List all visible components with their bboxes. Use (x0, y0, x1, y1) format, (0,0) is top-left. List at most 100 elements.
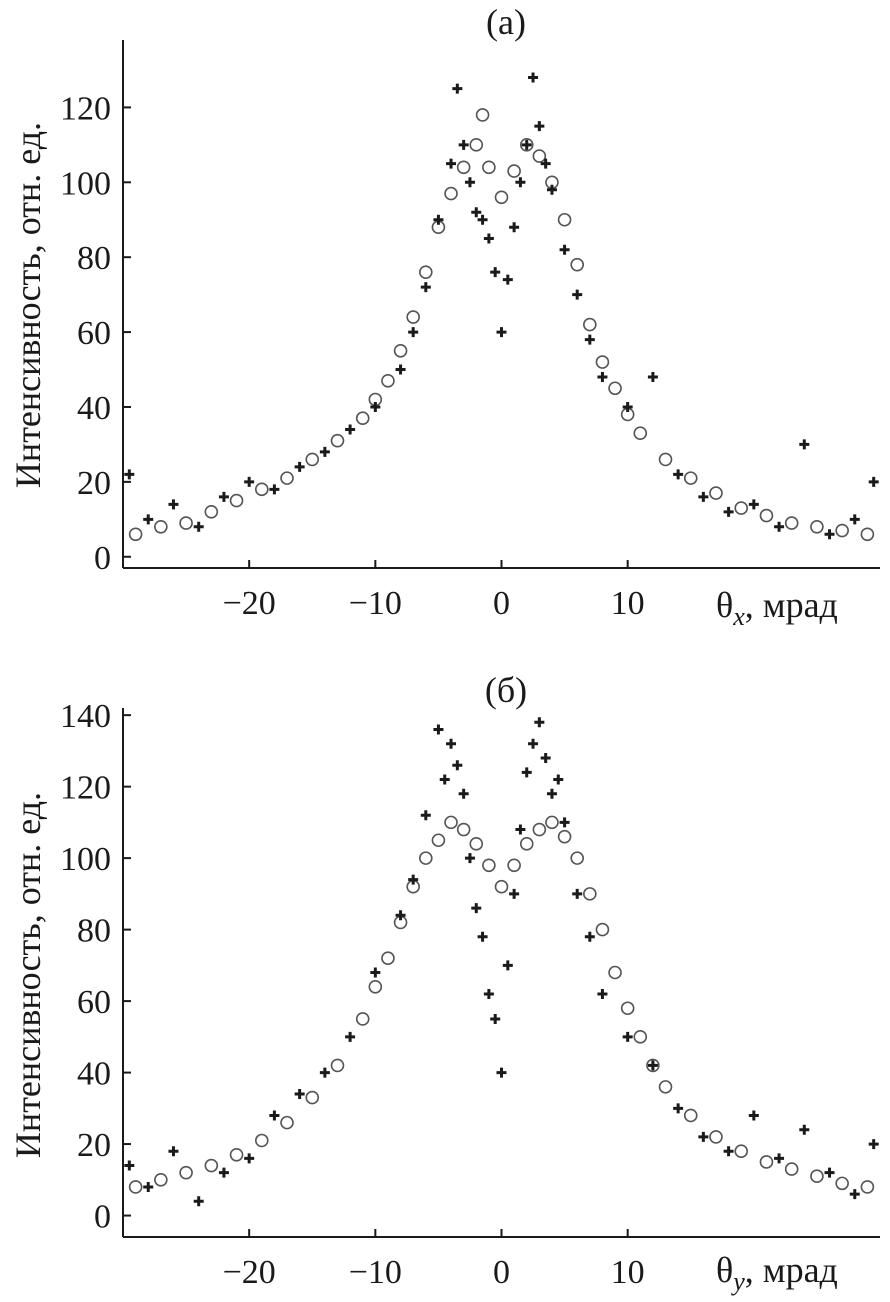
panel-b-circle-point (204, 1158, 219, 1173)
panel-a-circle-point (683, 471, 698, 485)
panel-b-y-tick-label: 60 (77, 984, 111, 1021)
panel-b-plus-point (540, 753, 551, 764)
panel-a-y-tick-label: 40 (77, 390, 111, 427)
panel-b-plus-point (477, 931, 488, 942)
panel-a-plus-point (477, 214, 488, 225)
panel-b-plus-point (319, 1067, 330, 1078)
panel-a-circle-point (608, 381, 622, 396)
panel-b-circle-point (709, 1130, 723, 1144)
panel-a-circle-point (860, 527, 875, 542)
panel-b-plus-point (849, 1189, 860, 1200)
panel-a-circle-point (406, 310, 420, 324)
panel-a-plus-point (521, 139, 532, 150)
panel-a-plus-point (824, 529, 835, 540)
panel-a-x-axis-label: θx, мрад (716, 585, 838, 631)
panel-b-circle-point (368, 979, 383, 994)
panel-b-x-tick-label: −20 (223, 1254, 276, 1291)
panel-a-data-points (124, 72, 879, 542)
panel-b-circle-point (835, 1176, 849, 1191)
panel-b-plus-point (597, 988, 608, 999)
panel-b-plus-point (244, 1153, 255, 1164)
panel-b-plus-point (824, 1167, 835, 1178)
panel-a-circle-point (154, 520, 168, 534)
panel-b-circle-point (583, 887, 597, 901)
panel-b-circle-point (507, 858, 521, 873)
panel-a-plus-point (458, 139, 469, 150)
panel-b-plus-point (433, 724, 444, 735)
panel-b-plus-point (483, 988, 494, 999)
panel-a-x-axis-subscript: x (732, 602, 745, 631)
panel-a-plus-point (584, 334, 595, 345)
panel-b-circle-point (608, 965, 622, 980)
panel-b-plus-point (868, 1139, 879, 1150)
panel-a-y-ticks: 0 20 40 60 80 100 120 (60, 90, 131, 577)
panel-a-circle-point (633, 426, 648, 440)
panel-b-circle-point (418, 851, 433, 865)
panel-a-plus-point (143, 514, 154, 525)
panel-b-circle-point (595, 922, 610, 937)
panel-a-plus-point (496, 327, 507, 338)
panel-a-plus-point (483, 233, 494, 244)
panel-a-x-axis-symbol: θ (716, 585, 733, 625)
panel-a-y-axis-label: Интенсивность, отн. ед. (8, 122, 48, 488)
panel-a-plus-point (509, 222, 520, 233)
panel-b-plus-point (452, 760, 463, 771)
panel-b-circle-point (633, 1030, 648, 1044)
panel-b-plus-point (515, 824, 526, 835)
panel-b-plus-point (193, 1196, 204, 1207)
panel-a-plus-point (534, 121, 545, 132)
panel-a-circle-point (658, 452, 673, 467)
panel-a-circle-point (709, 486, 723, 500)
panel-b-x-tick-label: −10 (349, 1254, 402, 1291)
panel-b-circle-point (179, 1165, 193, 1180)
panel-a-x-tick-label: −10 (349, 585, 402, 622)
panel-b-plus-point (294, 1089, 305, 1100)
panel-a-circle-point (204, 505, 219, 519)
panel-b-plus-point (395, 910, 406, 921)
panel-b-plus-point (124, 1160, 135, 1171)
panel-b-y-tick-label: 0 (94, 1199, 111, 1236)
panel-a-plus-point (622, 401, 633, 412)
panel-b-circle-point (532, 822, 547, 837)
panel-a-plus-point (244, 476, 255, 487)
panel-a-circle-point (355, 411, 370, 426)
panel-a-x-axis-unit: , мрад (745, 585, 838, 625)
panel-b-circle-point (431, 833, 446, 848)
panel-b-plus-point (345, 1031, 356, 1042)
panel-a-plus-point (218, 491, 229, 502)
panel-a-plus-point (774, 521, 785, 532)
panel-b-plus-point (647, 1060, 658, 1071)
panel-b-circle-point (229, 1147, 244, 1162)
panel-a-plus-point (433, 214, 444, 225)
panel-b: (б) Интенсивность, отн. ед. θy, мрад 0 20… (8, 670, 880, 1296)
panel-a-plus-point (408, 327, 419, 338)
panel-b-plus-point (370, 967, 381, 978)
panel-a-circle-point (444, 186, 458, 201)
panel-a-plus-point (515, 177, 526, 188)
panel-a-plus-point (471, 207, 482, 218)
panel-a-plus-point (748, 499, 759, 510)
panel-a-plus-point (723, 506, 734, 517)
panel-a-x-tick-label: 0 (493, 585, 510, 622)
panel-a-circle-point (734, 501, 749, 515)
panel-b-circle-point (784, 1162, 799, 1176)
panel-a-y-tick-label: 20 (77, 465, 111, 502)
panel-b-circle-point (128, 1180, 143, 1194)
panel-a: (a) Интенсивность, отн. ед. θx, мрад 0 20… (8, 2, 880, 631)
panel-a-circle-point (280, 471, 294, 485)
panel-a-plus-point (540, 158, 551, 169)
panel-a-circle-point (254, 482, 269, 497)
panel-a-y-tick-label: 120 (60, 90, 111, 127)
panel-a-circle-point (179, 516, 193, 530)
panel-b-label: (б) (485, 670, 527, 710)
panel-b-circle-point (305, 1090, 320, 1105)
panel-b-plus-point (774, 1153, 785, 1164)
panel-b-circle-point (658, 1080, 673, 1094)
panel-b-plus-point (553, 774, 564, 785)
panel-b-y-tick-label: 120 (60, 770, 111, 807)
panel-b-x-tick-label: 0 (493, 1254, 510, 1291)
panel-a-x-tick-label: 10 (611, 585, 645, 622)
panel-a-circle-point (393, 344, 408, 358)
panel-b-plus-point (584, 931, 595, 942)
panel-a-plus-point (269, 484, 280, 495)
